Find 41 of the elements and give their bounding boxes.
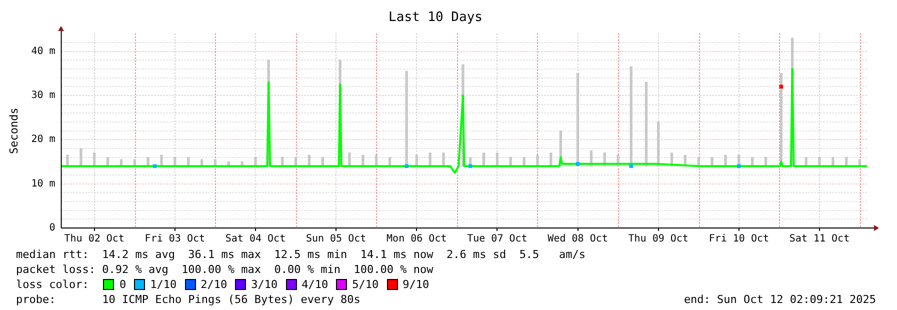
legend-label: 2/10 <box>200 277 228 292</box>
x-tick-label: Tue 07 Oct <box>467 234 528 245</box>
y-tick-label: 40 m <box>31 46 56 57</box>
x-tick-label: Sat 04 Oct <box>225 234 286 245</box>
legend-title: loss color: <box>16 277 90 292</box>
y-tick-label: 0 <box>49 222 56 234</box>
point <box>629 164 634 168</box>
point <box>468 164 472 168</box>
x-tick-label: Fri 03 Oct <box>144 234 206 245</box>
y-axis-title: Seconds <box>7 108 20 154</box>
text: packet loss: 0.92 % avg 100.00 % max 0.00 % min 100.00 % now <box>16 262 434 277</box>
x-tick-label: Sun 05 Oct <box>306 234 366 245</box>
legend-label: 5/10 <box>352 277 379 292</box>
x-tick-label: Thu 02 Oct <box>64 234 124 245</box>
point <box>779 84 784 89</box>
legend-label: 3/10 <box>251 277 278 292</box>
text: probe: 10 ICMP Echo Pings (56 Bytes) every 80s <box>16 292 360 307</box>
point <box>576 162 580 166</box>
point <box>152 164 157 168</box>
legend-label: 9/10 <box>402 277 430 292</box>
bar <box>405 70 408 166</box>
bar <box>657 122 660 166</box>
y-tick-label: 20 m <box>31 134 56 146</box>
bar <box>80 148 82 166</box>
legend-label: 4/10 <box>302 277 328 292</box>
legend-label: 1/10 <box>150 277 177 292</box>
point <box>737 164 741 168</box>
text: end: Sun Oct 12 02:09:21 2025 <box>684 292 876 307</box>
x-tick-label: Wed 08 Oct <box>548 234 608 245</box>
chart-title: Last 10 Days <box>388 10 482 26</box>
legend-label: 0 <box>119 277 126 292</box>
x-tick-label: Sat 11 Oct <box>789 234 850 245</box>
y-tick-label: 30 m <box>31 90 56 102</box>
x-tick-label: Mon 06 Oct <box>386 234 447 245</box>
bar <box>644 82 648 166</box>
point <box>404 164 408 168</box>
bar <box>576 73 580 166</box>
y-tick-label: 10 m <box>31 178 56 190</box>
text: median rtt: 14.2 ms avg 36.1 ms max 12.5 ms min 14.1 ms now 2.6 ms sd 5.5 am/s <box>16 247 587 262</box>
x-tick-label: Thu 09 Oct <box>628 234 688 245</box>
x-tick-label: Fri 10 Oct <box>708 234 770 245</box>
